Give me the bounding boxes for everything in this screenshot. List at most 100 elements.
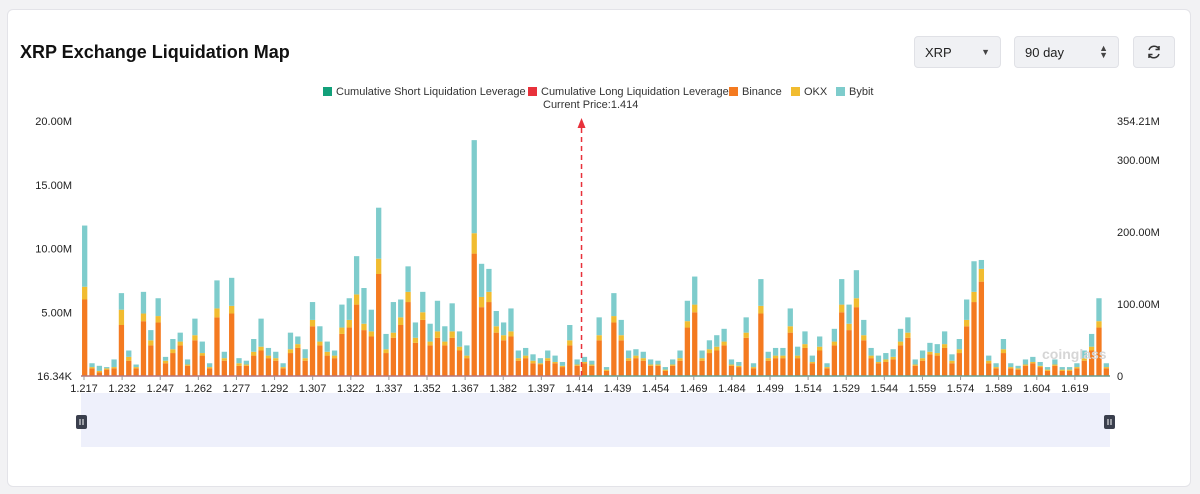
bar-binance — [692, 312, 698, 376]
coin-select[interactable]: XRP ▼ — [914, 36, 1001, 68]
bar-bybit — [596, 317, 602, 336]
period-select[interactable]: 90 day ▲ ▼ — [1014, 36, 1119, 68]
bar-okx — [376, 258, 382, 274]
bar-okx — [1037, 365, 1043, 368]
legend-label-long: Cumulative Long Liquidation Leverage — [541, 86, 729, 98]
bar-okx — [302, 358, 308, 361]
right-axis-tick-label: 0 — [1117, 371, 1123, 383]
bar-bybit — [486, 268, 492, 292]
bar-bybit — [309, 302, 316, 320]
bar-bybit — [1074, 363, 1080, 368]
range-slider-left-handle[interactable] — [76, 415, 87, 429]
bar-okx — [986, 360, 992, 364]
bar-binance — [846, 330, 852, 376]
range-slider-right-handle[interactable] — [1104, 415, 1115, 429]
bar-okx — [317, 341, 323, 346]
bar-bybit — [133, 364, 139, 368]
bar-okx — [721, 341, 727, 346]
x-axis-tick-label: 1.559 — [909, 383, 937, 395]
right-axis: 0 100.00M 200.00M 300.00M 354.21M — [1117, 116, 1160, 383]
x-axis-tick-label: 1.469 — [680, 383, 708, 395]
bar-okx — [853, 298, 860, 308]
bar-okx — [353, 294, 360, 305]
bar-okx — [155, 316, 161, 323]
bar-okx — [309, 319, 316, 327]
x-axis-tick-label: 1.589 — [985, 383, 1013, 395]
bar-okx — [765, 358, 771, 361]
bar-binance — [684, 327, 691, 376]
bar-binance — [611, 322, 617, 376]
bar-okx — [1022, 364, 1029, 366]
bar-bybit — [780, 347, 786, 356]
bar-bybit — [420, 291, 426, 313]
left-axis: 16.34K 5.00M 10.00M 15.00M 20.00M — [35, 116, 72, 383]
bar-okx — [515, 358, 521, 361]
bar-bybit — [434, 300, 441, 332]
bar-binance — [919, 360, 926, 376]
bar-bybit — [640, 351, 646, 359]
bar-okx — [184, 364, 191, 366]
bar-binance — [596, 340, 602, 376]
bar-okx — [493, 326, 499, 333]
bar-okx — [324, 351, 330, 356]
bar-okx — [1074, 367, 1080, 369]
bar-okx — [890, 356, 896, 360]
bar-binance — [1059, 370, 1065, 376]
bar-okx — [229, 305, 235, 314]
x-axis-tick-label: 1.574 — [947, 383, 975, 395]
bar-bybit — [728, 359, 735, 365]
refresh-button[interactable] — [1133, 36, 1175, 68]
bar-binance — [633, 358, 639, 376]
bar-binance — [353, 304, 360, 376]
bar-bybit — [346, 298, 352, 320]
bar-binance — [545, 360, 551, 376]
bar-bybit — [905, 317, 911, 333]
legend-label-short: Cumulative Short Liquidation Leverage — [336, 86, 526, 98]
bar-okx — [912, 364, 918, 366]
bar-okx — [611, 316, 617, 323]
bar-bybit — [523, 347, 529, 356]
bar-okx — [148, 340, 154, 346]
bar-binance — [1015, 369, 1021, 377]
bar-okx — [868, 355, 874, 359]
bar-okx — [743, 332, 749, 338]
bar-okx — [464, 355, 470, 359]
bar-okx — [126, 356, 132, 361]
bar-okx — [817, 346, 823, 351]
bar-bybit — [273, 351, 279, 359]
bar-okx — [1044, 369, 1051, 371]
legend-swatch-binance — [729, 87, 738, 96]
bar-bybit — [1066, 367, 1073, 370]
bar-binance — [530, 363, 536, 376]
bar-okx — [750, 367, 757, 369]
bar-okx — [839, 304, 845, 313]
bar-okx — [1066, 369, 1073, 371]
x-axis-tick-label: 1.484 — [718, 383, 746, 395]
bar-okx — [625, 358, 632, 361]
bar-binance — [765, 360, 771, 376]
bar-okx — [537, 363, 544, 365]
bar-binance — [1044, 370, 1051, 376]
x-axis-tick-label: 1.307 — [299, 383, 327, 395]
bar-okx — [809, 361, 815, 364]
bar-bybit — [280, 363, 286, 368]
bar-bybit — [758, 279, 764, 306]
bar-okx — [728, 364, 735, 366]
bar-binance — [817, 350, 823, 376]
bar-binance — [346, 327, 352, 376]
x-axis-tick-label: 1.619 — [1061, 383, 1089, 395]
bar-bybit — [846, 304, 852, 324]
bar-binance — [493, 332, 499, 376]
bar-bybit — [405, 266, 411, 292]
x-axis-tick-label: 1.454 — [642, 383, 670, 395]
range-slider[interactable] — [76, 393, 1115, 447]
bar-binance — [574, 365, 580, 376]
bar-okx — [508, 331, 514, 337]
bar-binance — [456, 350, 463, 376]
bar-binance — [214, 317, 220, 376]
bar-okx — [199, 353, 205, 356]
bar-binance — [589, 365, 595, 376]
x-axis-tick-label: 1.277 — [223, 383, 251, 395]
bar-bybit — [853, 270, 860, 299]
